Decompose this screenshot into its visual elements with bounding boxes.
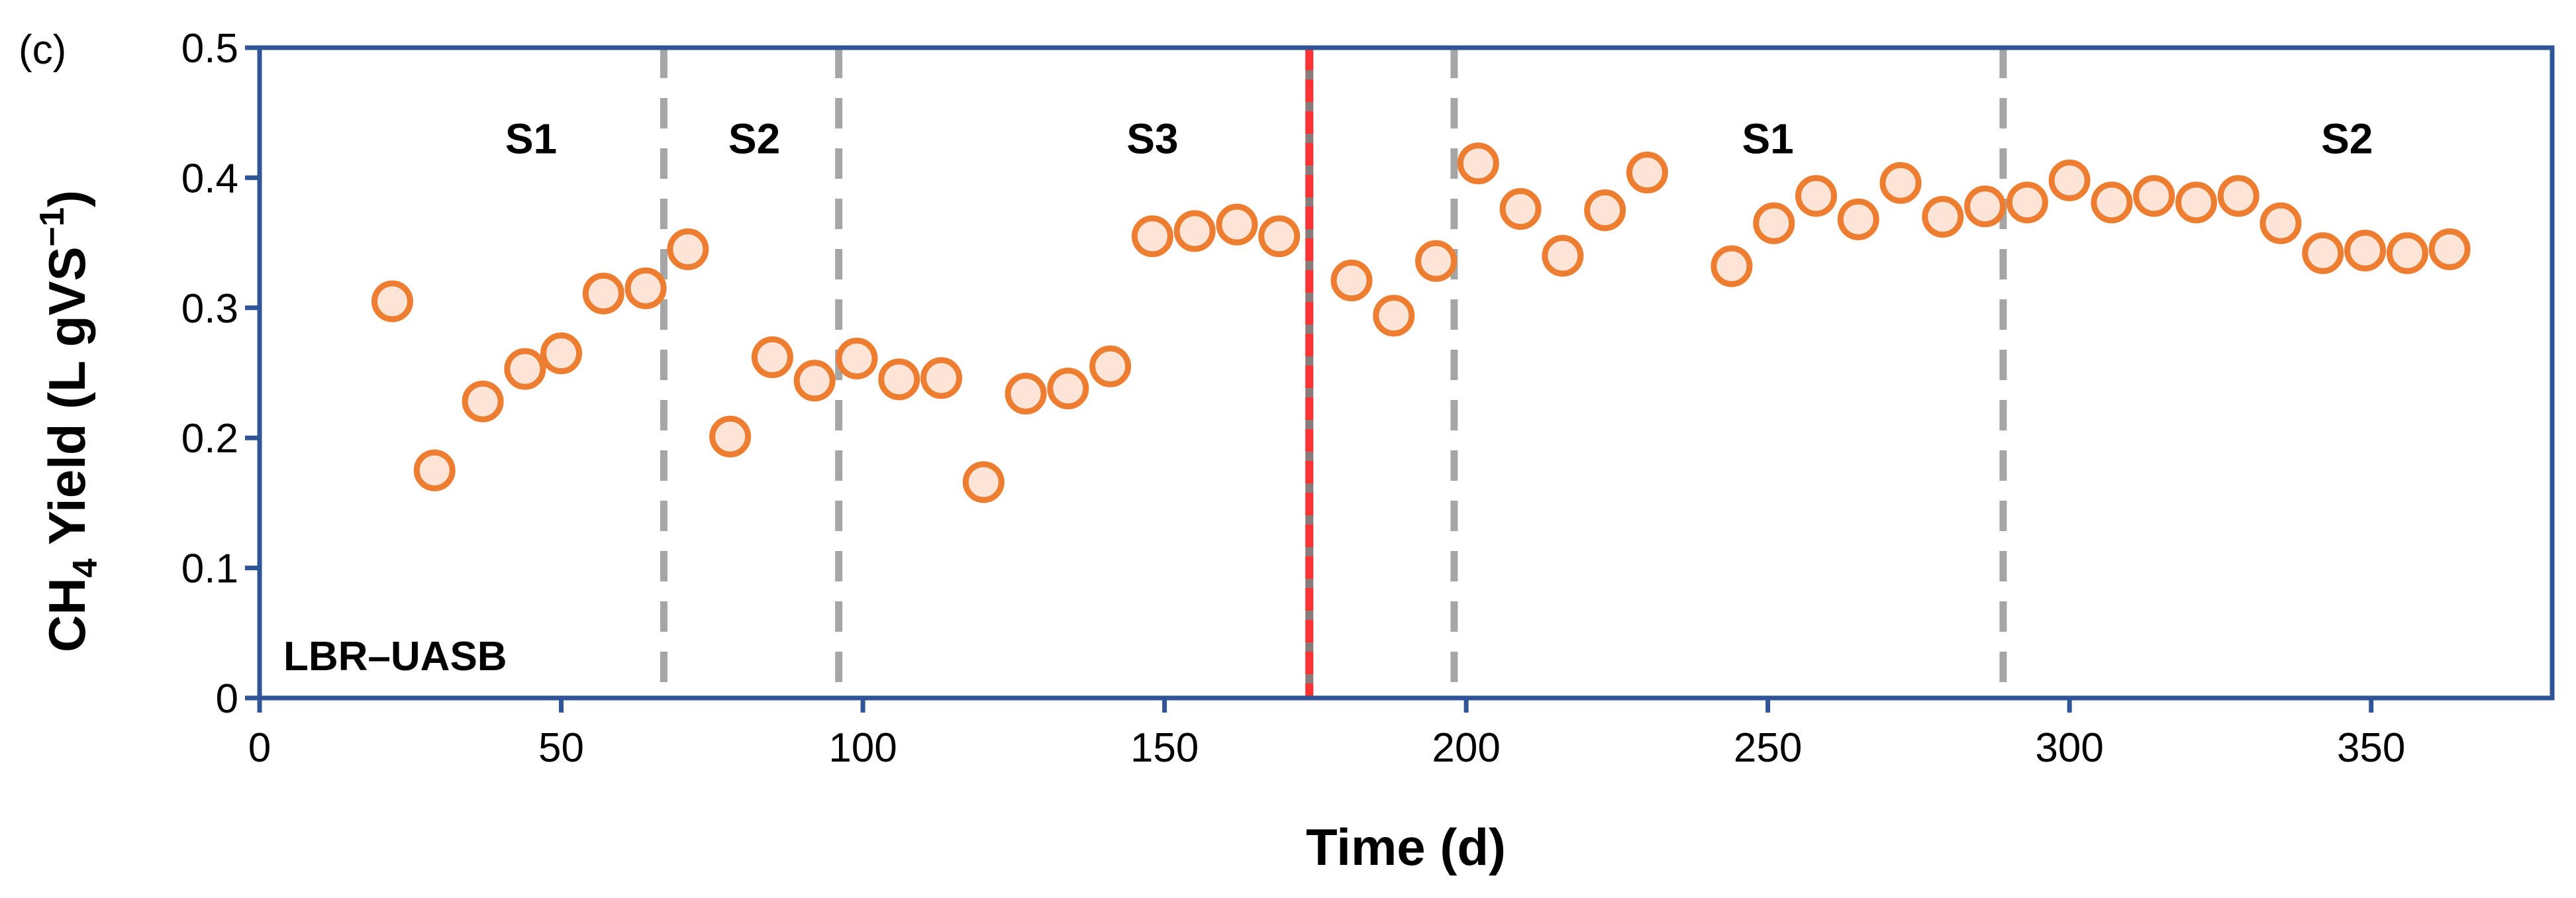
x-axis-title: Time (d) xyxy=(1306,818,1506,876)
data-point-46 xyxy=(2386,232,2428,274)
data-point-12 xyxy=(878,358,920,401)
data-point-37 xyxy=(2006,181,2048,224)
data-point-26 xyxy=(1499,188,1542,230)
data-point-43 xyxy=(2259,202,2302,244)
data-point-11 xyxy=(836,337,878,379)
data-point-24 xyxy=(1415,240,1458,282)
y-tick-label-0: 0 xyxy=(216,676,238,722)
phase-label-2: S3 xyxy=(1126,115,1178,162)
y-tick-label-5: 0.5 xyxy=(181,26,238,72)
data-point-15 xyxy=(1005,372,1047,415)
data-point-44 xyxy=(2302,232,2344,274)
panel-label: (c) xyxy=(19,27,66,73)
y-tick-label-2: 0.2 xyxy=(181,416,238,462)
y-axis-title-subscript: 4 xyxy=(66,558,105,577)
y-axis-title: CH4 Yield (L gVS−1) xyxy=(33,190,105,652)
x-tick-label-0: 0 xyxy=(248,725,271,771)
x-tick-label-3: 150 xyxy=(1130,725,1199,771)
y-tick-label-4: 0.4 xyxy=(181,156,238,201)
data-point-18 xyxy=(1131,215,1173,258)
data-point-6 xyxy=(624,267,667,309)
data-point-36 xyxy=(1964,185,2006,228)
x-tick-label-5: 250 xyxy=(1734,725,1802,771)
data-point-25 xyxy=(1457,142,1499,185)
data-point-22 xyxy=(1330,260,1373,302)
x-tick-label-2: 100 xyxy=(828,725,897,771)
data-point-9 xyxy=(751,336,793,378)
data-point-20 xyxy=(1216,203,1258,246)
data-point-34 xyxy=(1879,162,1922,204)
y-axis-title-middle: Yield (L gVS xyxy=(38,246,96,558)
data-point-28 xyxy=(1584,189,1626,231)
data-point-3 xyxy=(504,348,546,390)
data-point-4 xyxy=(540,332,583,375)
data-point-31 xyxy=(1753,202,1795,244)
y-tick-label-1: 0.1 xyxy=(181,546,238,592)
y-axis-title-prefix: CH xyxy=(38,577,96,652)
data-point-7 xyxy=(667,228,709,270)
data-point-35 xyxy=(1922,195,1964,238)
data-point-8 xyxy=(709,415,752,458)
y-axis-title-superscript: −1 xyxy=(33,207,72,246)
data-point-21 xyxy=(1258,215,1301,258)
data-series xyxy=(371,142,2471,503)
y-tick-label-3: 0.3 xyxy=(181,286,238,332)
phase-label-3: S1 xyxy=(1742,115,1793,162)
phase-label-1: S2 xyxy=(728,115,780,162)
data-point-40 xyxy=(2133,175,2175,217)
data-point-10 xyxy=(793,360,836,402)
x-tick-label-4: 200 xyxy=(1432,725,1500,771)
data-point-14 xyxy=(962,461,1005,503)
data-point-17 xyxy=(1089,345,1132,387)
y-axis-title-suffix: ) xyxy=(38,190,96,207)
data-point-47 xyxy=(2428,228,2471,270)
data-point-38 xyxy=(2048,159,2091,201)
data-point-45 xyxy=(2344,229,2387,272)
data-point-2 xyxy=(462,380,504,423)
data-point-1 xyxy=(413,449,456,491)
data-point-32 xyxy=(1795,175,1838,217)
data-point-5 xyxy=(582,272,624,315)
x-tick-label-7: 350 xyxy=(2337,725,2405,771)
axes: 0 50 100 150 200 250 300 350 0 0.1 0.2 0.3 0.4 0.5 xyxy=(181,26,2555,771)
phase-label-4: S2 xyxy=(2321,115,2373,162)
data-point-27 xyxy=(1542,234,1584,277)
data-point-13 xyxy=(920,357,962,399)
data-point-42 xyxy=(2217,175,2259,217)
data-point-41 xyxy=(2175,181,2217,224)
data-point-16 xyxy=(1047,368,1089,410)
plot-frame xyxy=(257,45,2555,701)
data-point-39 xyxy=(2091,181,2133,224)
reactor-label: LBR–UASB xyxy=(283,634,507,679)
chart-labels: (c) LBR–UASB Time (d) CH4 Yield (L gVS−1… xyxy=(19,27,2373,876)
data-point-33 xyxy=(1837,198,1879,240)
data-point-0 xyxy=(371,280,413,323)
x-tick-label-6: 300 xyxy=(2035,725,2103,771)
data-point-30 xyxy=(1710,245,1753,287)
data-point-19 xyxy=(1173,210,1216,252)
data-point-29 xyxy=(1626,152,1668,194)
phase-label-0: S1 xyxy=(505,115,557,162)
phase-dividers xyxy=(660,48,2007,698)
x-tick-label-1: 50 xyxy=(538,725,584,771)
data-point-23 xyxy=(1373,295,1415,337)
